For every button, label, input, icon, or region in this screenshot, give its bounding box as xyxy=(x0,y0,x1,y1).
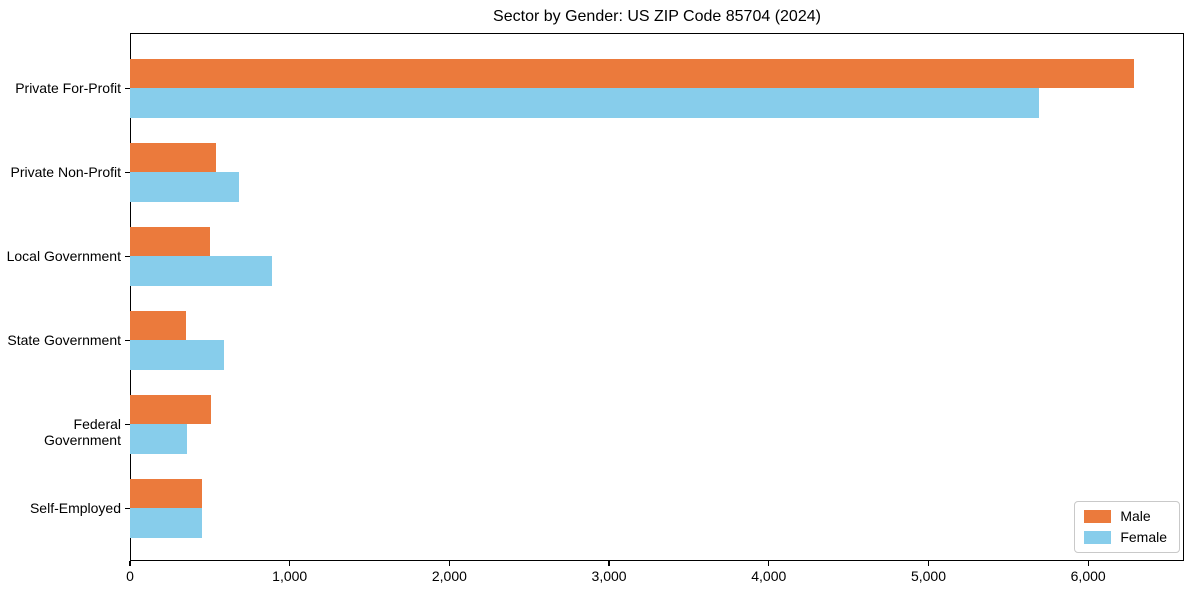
y-tick-mark xyxy=(125,339,130,341)
bar-female-5 xyxy=(130,508,202,538)
bar-male-1 xyxy=(130,142,217,172)
bar-male-5 xyxy=(130,478,202,508)
y-tick-label: Private Non-Profit xyxy=(10,164,121,180)
x-tick-mark xyxy=(1087,561,1089,566)
bar-male-0 xyxy=(130,58,1135,88)
bar-male-4 xyxy=(130,394,212,424)
x-tick-mark xyxy=(448,561,450,566)
legend-item-female: Female xyxy=(1084,530,1167,545)
bar-female-0 xyxy=(130,88,1039,118)
legend-label-male: Male xyxy=(1120,508,1151,524)
x-tick-mark xyxy=(608,561,610,566)
y-tick-label: Federal Government xyxy=(43,416,121,448)
y-tick-mark xyxy=(125,423,130,425)
x-tick-mark xyxy=(927,561,930,566)
x-tick-mark xyxy=(768,561,770,566)
legend: Male Female xyxy=(1074,501,1180,553)
y-tick-label: State Government xyxy=(7,332,121,348)
y-tick-mark xyxy=(125,87,130,89)
y-tick-mark xyxy=(125,507,130,509)
bar-female-3 xyxy=(130,340,225,370)
x-tick-mark xyxy=(129,561,131,566)
x-tick-label: 3,000 xyxy=(591,568,627,584)
x-tick-label: 1,000 xyxy=(272,568,308,584)
x-tick-mark xyxy=(289,561,291,566)
y-tick-mark xyxy=(125,255,130,257)
legend-swatch-male xyxy=(1084,510,1112,523)
y-tick-label: Self-Employed xyxy=(29,500,121,516)
x-tick-label: 6,000 xyxy=(1070,568,1106,584)
y-tick-label: Local Government xyxy=(6,248,121,264)
x-tick-label: 2,000 xyxy=(431,568,467,584)
x-tick-label: 5,000 xyxy=(910,568,946,584)
x-tick-label: 4,000 xyxy=(751,568,787,584)
legend-label-female: Female xyxy=(1120,529,1167,545)
bar-male-2 xyxy=(130,226,210,256)
bar-male-3 xyxy=(130,310,186,340)
legend-item-male: Male xyxy=(1084,509,1167,524)
bar-female-1 xyxy=(130,172,239,202)
legend-swatch-female xyxy=(1084,531,1112,544)
y-tick-label: Private For-Profit xyxy=(15,80,121,96)
chart-title: Sector by Gender: US ZIP Code 85704 (202… xyxy=(493,8,821,25)
plot-area xyxy=(130,33,1184,561)
bar-female-4 xyxy=(130,424,188,454)
x-tick-label: 0 xyxy=(126,568,134,584)
bar-female-2 xyxy=(130,256,273,286)
y-tick-mark xyxy=(125,171,130,173)
